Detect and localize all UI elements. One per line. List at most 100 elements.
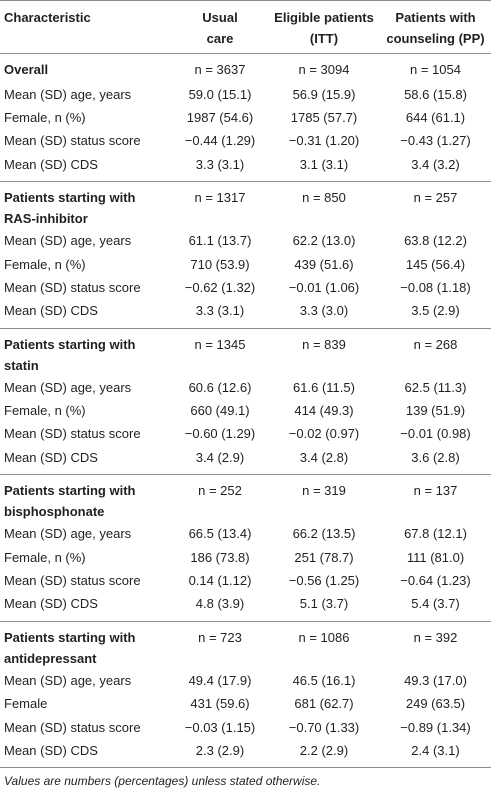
cell: 3.1 (3.1) <box>299 156 349 172</box>
cell: 4.8 (3.9) <box>195 596 245 612</box>
row-label: Mean (SD) CDS <box>4 156 98 172</box>
row-label: Mean (SD) CDS <box>4 449 98 465</box>
cell: 1987 (54.6) <box>186 109 254 125</box>
cell: 5.1 (3.7) <box>299 596 349 612</box>
cell: 66.5 (13.4) <box>188 526 252 542</box>
cell: 681 (62.7) <box>294 696 354 712</box>
row-label: Mean (SD) status score <box>4 719 141 735</box>
table-body: Overall n = 3637 n = 3094 n = 1054 Mean (SD)… <box>0 54 491 768</box>
cell: 439 (51.6) <box>294 256 354 272</box>
cell: 660 (49.1) <box>190 403 250 419</box>
data-row: Mean (SD) CDS 3.3 (3.1) 3.1 (3.1) 3.4 (3.2) <box>0 153 491 182</box>
cell: −0.03 (1.15) <box>184 719 256 735</box>
cell: 3.3 (3.0) <box>299 303 349 319</box>
cell: 431 (59.6) <box>190 696 250 712</box>
table-header: Characteristic Usual care Eligible patie… <box>0 0 491 54</box>
cell: 5.4 (3.7) <box>411 596 460 612</box>
row-label: Mean (SD) age, years <box>4 526 132 542</box>
group-title: Patients starting with antidepressant <box>0 620 172 669</box>
data-row: Mean (SD) age, years 59.0 (15.1) 56.9 (15.… <box>0 82 491 105</box>
cell: −0.64 (1.23) <box>400 573 471 589</box>
group-n: n = 839 <box>268 327 380 376</box>
cell: 3.3 (3.1) <box>195 156 245 172</box>
cell: 56.9 (15.9) <box>292 86 356 102</box>
cell: 414 (49.3) <box>294 403 354 419</box>
group-n: n = 319 <box>268 474 380 523</box>
cell: 59.0 (15.1) <box>188 86 252 102</box>
cell: 0.14 (1.12) <box>188 573 252 589</box>
cell: 1785 (57.7) <box>290 109 358 125</box>
cell: −0.44 (1.29) <box>184 133 256 149</box>
row-label: Female, n (%) <box>4 549 86 565</box>
group-n: n = 1345 <box>172 327 268 376</box>
cell: 58.6 (15.8) <box>404 86 467 102</box>
header-row: Characteristic Usual care Eligible patie… <box>0 0 491 54</box>
column-header: Patients with counseling (PP) <box>380 0 491 54</box>
column-header-text: Usual care <box>202 10 238 46</box>
cell: 3.5 (2.9) <box>411 303 460 319</box>
row-label: Mean (SD) age, years <box>4 86 132 102</box>
group-n: n = 3094 <box>298 62 350 77</box>
data-row: Mean (SD) status score −0.44 (1.29) −0.31 … <box>0 129 491 152</box>
cell: −0.70 (1.33) <box>288 719 360 735</box>
data-row: Mean (SD) age, years 61.1 (13.7) 62.2 (13.… <box>0 229 491 252</box>
row-label: Mean (SD) status score <box>4 133 141 149</box>
cell: −0.89 (1.34) <box>400 719 471 735</box>
column-header: Usual care <box>172 0 268 54</box>
cell: 710 (53.9) <box>190 256 250 272</box>
cell: 139 (51.9) <box>405 403 466 419</box>
group-n: n = 268 <box>380 327 491 376</box>
group-row: Patients starting with antidepressant n =… <box>0 620 491 669</box>
cell: −0.08 (1.18) <box>400 279 471 295</box>
cell: 644 (61.1) <box>405 109 466 125</box>
row-label: Female, n (%) <box>4 403 86 419</box>
cell: 3.4 (2.8) <box>299 449 349 465</box>
cell: 62.5 (11.3) <box>404 379 467 395</box>
group-n: n = 252 <box>172 474 268 523</box>
cell: −0.31 (1.20) <box>288 133 360 149</box>
row-label: Mean (SD) age, years <box>4 672 132 688</box>
cell: 3.6 (2.8) <box>411 449 460 465</box>
cell: 3.3 (3.1) <box>195 303 245 319</box>
cell: −0.43 (1.27) <box>400 133 471 149</box>
cell: 249 (63.5) <box>405 696 466 712</box>
cell: −0.02 (0.97) <box>288 426 360 442</box>
data-row: Mean (SD) CDS 4.8 (3.9) 5.1 (3.7) 5.4 (3.7) <box>0 592 491 621</box>
data-row: Mean (SD) CDS 3.3 (3.1) 3.3 (3.0) 3.5 (2.9) <box>0 299 491 328</box>
cell: 60.6 (12.6) <box>188 379 252 395</box>
data-row: Female, n (%) 710 (53.9) 439 (51.6) 145 (56… <box>0 252 491 275</box>
group-n: n = 1054 <box>410 62 461 77</box>
cell: 66.2 (13.5) <box>292 526 356 542</box>
group-n: n = 3637 <box>194 62 246 77</box>
cell: 67.8 (12.1) <box>404 526 467 542</box>
group-row: Patients starting with statin n = 1345 n =… <box>0 327 491 376</box>
cell: 49.3 (17.0) <box>404 672 467 688</box>
cell: −0.56 (1.25) <box>288 573 360 589</box>
row-label: Female, n (%) <box>4 109 86 125</box>
row-label: Mean (SD) age, years <box>4 379 132 395</box>
cell: −0.60 (1.29) <box>184 426 256 442</box>
group-n: n = 1086 <box>268 620 380 669</box>
group-row: Overall n = 3637 n = 3094 n = 1054 <box>0 54 491 83</box>
group-title: Patients starting with bisphosphonate <box>0 474 172 523</box>
data-row: Mean (SD) age, years 49.4 (17.9) 46.5 (16.… <box>0 669 491 692</box>
cell: 251 (78.7) <box>294 549 354 565</box>
data-row: Mean (SD) CDS 3.4 (2.9) 3.4 (2.8) 3.6 (2.8) <box>0 446 491 475</box>
data-row: Female, n (%) 1987 (54.6) 1785 (57.7) 644 (… <box>0 106 491 129</box>
group-title: Patients starting with RAS-inhibitor <box>0 180 172 229</box>
cell: 2.3 (2.9) <box>195 743 245 758</box>
cell: 61.6 (11.5) <box>293 379 355 395</box>
row-label: Mean (SD) CDS <box>4 596 98 612</box>
group-row: Patients starting with RAS-inhibitor n = … <box>0 180 491 229</box>
data-row: Mean (SD) status score −0.62 (1.32) −0.01 … <box>0 276 491 299</box>
row-label: Female, n (%) <box>4 256 86 272</box>
cell: −0.01 (0.98) <box>400 426 471 442</box>
row-label: Female <box>4 696 48 712</box>
data-row: Female, n (%) 186 (73.8) 251 (78.7) 111 (81… <box>0 545 491 568</box>
column-header: Characteristic <box>0 0 172 54</box>
cell: 49.4 (17.9) <box>188 672 252 688</box>
row-label: Mean (SD) age, years <box>4 233 132 249</box>
row-label: Mean (SD) CDS <box>4 743 98 758</box>
group-title: Overall <box>4 62 49 77</box>
